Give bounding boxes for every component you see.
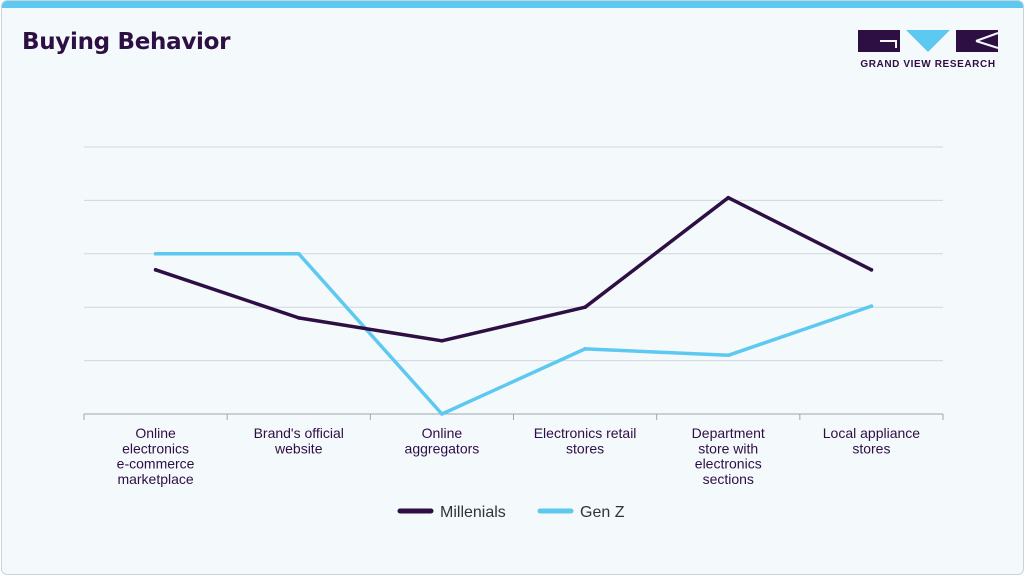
legend-label: Millenials	[440, 504, 506, 521]
x-tick-label: Online electronics e-commerce marketplace	[117, 425, 195, 487]
series-line-gen-z	[153, 252, 874, 416]
x-axis	[83, 413, 944, 420]
data-point	[869, 304, 874, 308]
data-point	[869, 268, 874, 272]
x-tick-labels: Online electronics e-commerce marketplace Br…	[117, 425, 921, 487]
x-tick-label: Brand's official website	[254, 425, 344, 456]
data-point	[296, 316, 301, 320]
data-point	[726, 353, 731, 358]
x-tick-label: Online aggregators	[405, 425, 480, 456]
brand-logo: GRAND VIEW RESEARCH	[856, 28, 1000, 72]
legend-label: Gen Z	[580, 504, 625, 521]
data-point	[726, 195, 731, 200]
data-point	[153, 268, 158, 272]
series-line-millenials	[153, 195, 874, 343]
data-point	[153, 252, 158, 256]
data-point	[583, 347, 587, 351]
x-tick-label: Department store with electronics sections	[692, 425, 765, 487]
series-lines	[153, 195, 874, 416]
legend: Millenials Gen Z	[397, 504, 625, 521]
accent-bar	[2, 1, 1023, 8]
data-point	[296, 252, 301, 256]
logo-text: GRAND VIEW RESEARCH	[860, 59, 996, 70]
logo-mark-icon	[858, 30, 999, 52]
data-point	[440, 339, 444, 343]
chart-title: Buying Behavior	[22, 29, 231, 55]
data-point	[583, 305, 587, 310]
x-tick-label: Electronics retail stores	[534, 425, 637, 456]
data-point	[440, 412, 444, 416]
x-tick-label: Local appliance stores	[823, 425, 921, 456]
